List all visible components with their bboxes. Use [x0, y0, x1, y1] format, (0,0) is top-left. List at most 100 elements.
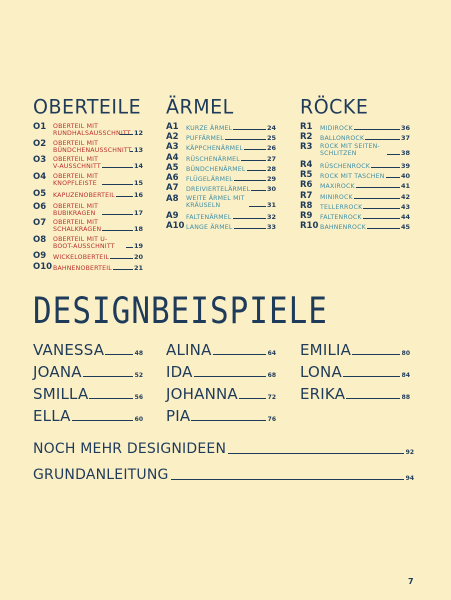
entry-page: 37	[400, 134, 410, 142]
entry-number: A8	[166, 194, 179, 204]
leader-line	[355, 187, 400, 188]
entry-label: OBERTEIL MIT V-AUSSCHNITT	[53, 156, 101, 170]
entry-number: A6	[166, 173, 179, 183]
toc-entry-grundanleitung[interactable]: GRUNDANLEITUNG 94	[33, 467, 414, 483]
toc-entry-r5[interactable]: R5 ROCK MIT TASCHEN 40	[300, 171, 410, 181]
design-column-2: ALINA 64 IDA 68 JOHANNA 72 PIA 76	[166, 336, 276, 424]
toc-entry-o7[interactable]: O7 OBERTEIL MIT SCHALKRAGEN 18	[33, 218, 143, 234]
toc-entry-r7[interactable]: R7 MINIROCK 42	[300, 192, 410, 202]
entry-number: R10	[300, 221, 319, 231]
entry-label: ERIKA	[300, 385, 346, 403]
entry-page: 29	[266, 175, 276, 183]
design-entry-lona[interactable]: LONA 84	[300, 358, 410, 380]
toc-entry-a7[interactable]: A7 DREIVIERTELÄRMEL 30	[166, 184, 276, 194]
entry-number: A1	[166, 122, 179, 132]
leader-line	[240, 160, 266, 161]
toc-entry-o1[interactable]: O1 OBERTEIL MIT RUNDHALSAUSSCHNITT 12	[33, 123, 143, 138]
entry-label: JOANA	[33, 363, 82, 381]
entry-page: 17	[133, 209, 143, 217]
entry-number: O7	[33, 218, 47, 228]
toc-entry-o3[interactable]: O3 OBERTEIL MIT V-AUSSCHNITT 14	[33, 156, 143, 171]
toc-entry-a9[interactable]: A9 FALTENÄRMEL 32	[166, 212, 276, 222]
leader-line	[385, 177, 400, 178]
leader-line	[238, 398, 266, 399]
design-entry-erika[interactable]: ERIKA 88	[300, 380, 410, 402]
toc-entry-r9[interactable]: R9 FALTENROCK 44	[300, 212, 410, 222]
toc-entry-r8[interactable]: R8 TELLERROCK 43	[300, 202, 410, 212]
toc-entry-a6[interactable]: A6 FLÜGELÄRMEL 29	[166, 173, 276, 184]
leader-line	[191, 420, 266, 421]
entry-page: 18	[133, 225, 143, 233]
entry-page: 31	[266, 201, 276, 209]
toc-entry-a2[interactable]: A2 PUFFÄRMEL 25	[166, 133, 276, 143]
design-entry-smilla[interactable]: SMILLA 56	[33, 380, 143, 402]
toc-entry-a5[interactable]: A5 BÜNDCHENÄRMEL 28	[166, 163, 276, 174]
section-title-roecke: RÖCKE	[300, 95, 369, 119]
design-entry-alina[interactable]: ALINA 64	[166, 336, 276, 358]
entry-page: 15	[133, 179, 143, 187]
leader-line	[89, 398, 133, 399]
toc-entry-o5[interactable]: O5 KAPUZENOBERTEIL 16	[33, 190, 143, 200]
toc-entry-a3[interactable]: A3 KÄPPCHENÄRMEL 26	[166, 143, 276, 153]
entry-number: O2	[33, 139, 47, 149]
leader-line	[233, 180, 266, 181]
entry-page: 64	[267, 350, 276, 357]
entry-number: R2	[300, 132, 313, 142]
entry-number: A5	[166, 163, 179, 173]
toc-entry-r10[interactable]: R10 BAHNENROCK 45	[300, 221, 410, 232]
toc-entry-r6[interactable]: R6 MAXIROCK 41	[300, 181, 410, 191]
entry-page: 16	[133, 191, 143, 199]
toc-entry-a8[interactable]: A8 WEITE ÄRMEL MIT KRÄUSELN 31	[166, 194, 276, 210]
leader-line	[110, 258, 133, 259]
toc-entry-o9[interactable]: O9 WICKELOBERTEIL 20	[33, 252, 143, 262]
entry-page: 32	[266, 213, 276, 221]
entry-page: 13	[134, 146, 144, 154]
entry-page: 94	[405, 475, 414, 482]
toc-entry-a4[interactable]: A4 RÜSCHENÄRMEL 27	[166, 154, 276, 164]
toc-entry-r3[interactable]: R3 ROCK MIT SEITEN-SCHLITZEN 38	[300, 142, 410, 158]
entry-page: 40	[400, 172, 410, 180]
design-entry-joana[interactable]: JOANA 52	[33, 358, 143, 380]
leader-line	[353, 129, 400, 130]
entry-page: 76	[267, 416, 276, 423]
leader-line	[387, 154, 400, 155]
leader-line	[342, 376, 400, 377]
leader-line	[112, 269, 133, 270]
entry-page: 44	[400, 213, 410, 221]
toc-entry-r1[interactable]: R1 MIDIROCK 36	[300, 122, 410, 133]
toc-entry-o10[interactable]: O10 BAHNENOBERTEIL 21	[33, 263, 143, 273]
toc-entry-o4[interactable]: O4 OBERTEIL MIT KNOPFLEISTE 15	[33, 173, 143, 188]
entry-number: R3	[300, 142, 313, 152]
toc-entry-o2[interactable]: O2 OBERTEIL MIT BÜNDCHENAUSSCHNITT 13	[33, 139, 144, 155]
design-entry-emilia[interactable]: EMILIA 80	[300, 336, 410, 358]
leader-line	[363, 208, 400, 209]
toc-entry-noch-mehr-designideen[interactable]: NOCH MEHR DESIGNIDEEN 92	[33, 441, 414, 457]
leader-line	[102, 184, 133, 185]
entry-label: IDA	[166, 363, 193, 381]
toc-entry-a10[interactable]: A10 LANGE ÄRMEL 33	[166, 222, 276, 232]
leader-line	[115, 196, 133, 197]
entry-page: 60	[134, 416, 143, 423]
leader-line	[251, 190, 266, 191]
entry-number: R1	[300, 122, 313, 132]
entry-number: O6	[33, 202, 47, 212]
entry-page: 14	[133, 162, 143, 170]
entry-label: MIDIROCK	[320, 125, 353, 132]
toc-entry-r4[interactable]: R4 RÜSCHENROCK 39	[300, 161, 410, 171]
entry-page: 41	[400, 182, 410, 190]
design-entry-ida[interactable]: IDA 68	[166, 358, 276, 380]
design-entry-pia[interactable]: PIA 76	[166, 402, 276, 424]
entry-label: VANESSA	[33, 341, 105, 359]
design-entry-ella[interactable]: ELLA 60	[33, 402, 143, 424]
toc-entry-o6[interactable]: O6 OBERTEIL MIT BUBIKRAGEN 17	[33, 202, 143, 218]
entry-label: OBERTEIL MIT U-BOOT-AUSSCHNITT	[53, 236, 115, 250]
toc-entry-r2[interactable]: R2 BALLONROCK 37	[300, 132, 410, 143]
toc-entry-a1[interactable]: A1 KURZE ÄRMEL 24	[166, 122, 276, 133]
leader-line	[212, 354, 266, 355]
entry-page: 39	[400, 162, 410, 170]
design-entry-vanessa[interactable]: VANESSA 48	[33, 336, 143, 358]
toc-entry-o8[interactable]: O8 OBERTEIL MIT U-BOOT-AUSSCHNITT 19	[33, 236, 143, 251]
design-entry-johanna[interactable]: JOHANNA 72	[166, 380, 276, 402]
entry-label: OBERTEIL MIT RUNDHALSAUSSCHNITT	[53, 123, 131, 137]
entry-label: NOCH MEHR DESIGNIDEEN	[33, 441, 227, 457]
